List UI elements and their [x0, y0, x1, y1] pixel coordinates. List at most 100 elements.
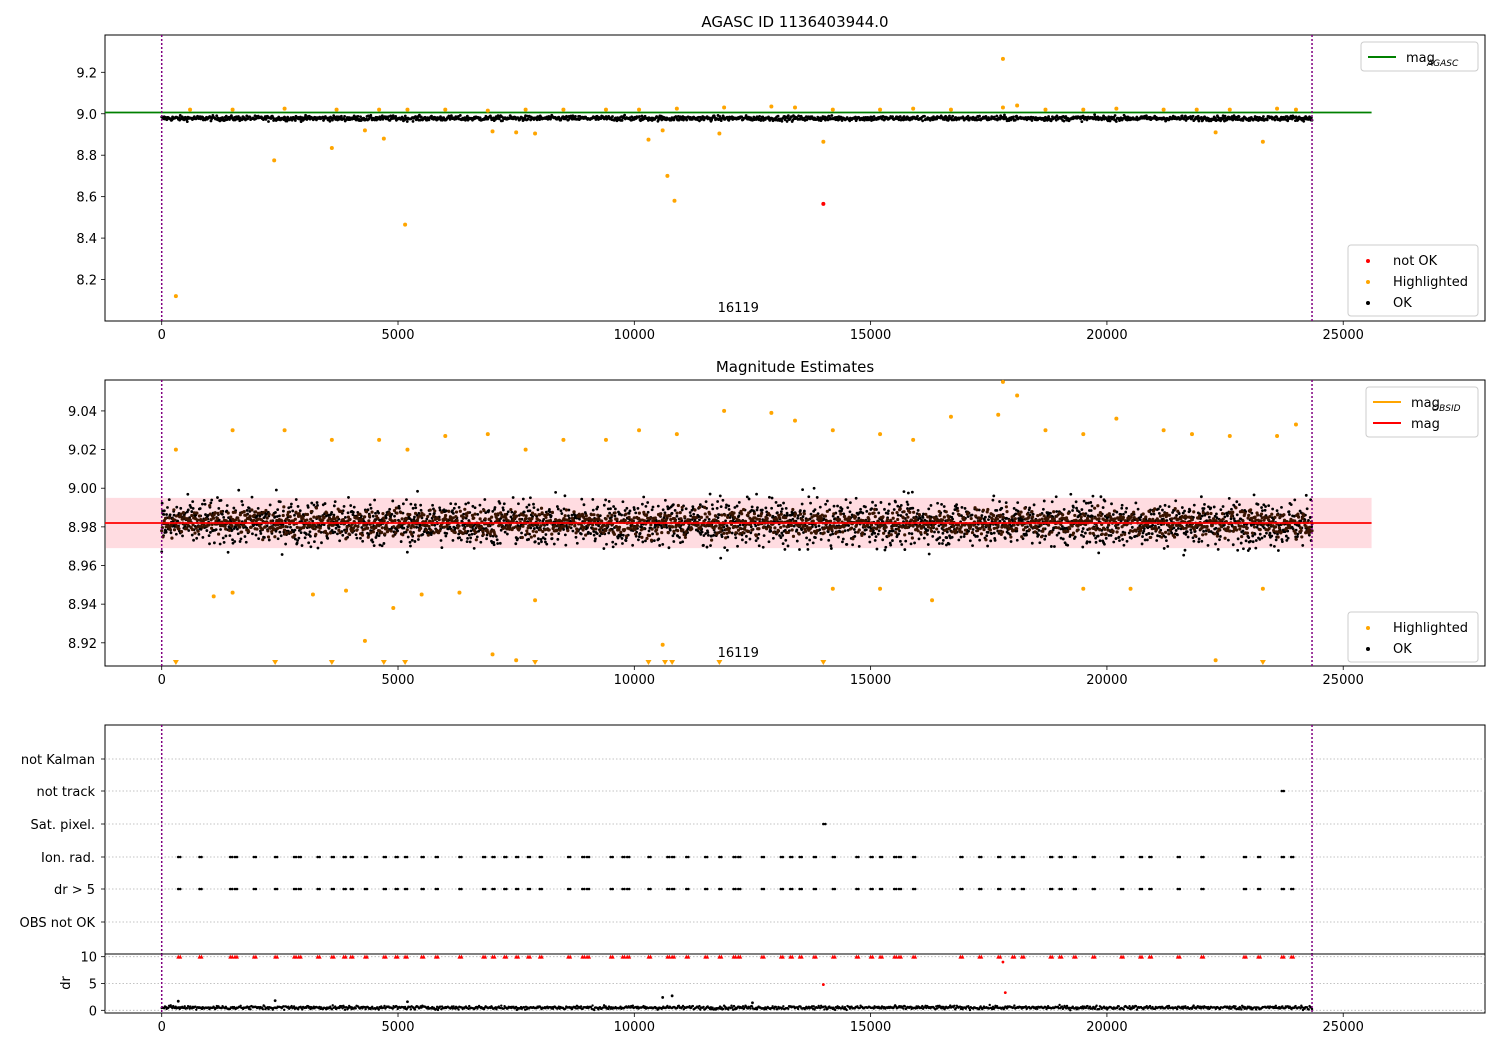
- ok-point: [164, 530, 168, 534]
- ok-point: [817, 524, 821, 528]
- ok-point: [848, 510, 852, 514]
- mag-obsid-point: [392, 525, 396, 529]
- ok-point: [192, 538, 195, 542]
- ok-point: [1044, 534, 1047, 538]
- ok-point: [941, 531, 945, 535]
- ok-point: [452, 506, 456, 510]
- ok-point: [651, 505, 655, 509]
- ok-point: [922, 536, 926, 540]
- ok-point: [916, 114, 919, 118]
- mag-obsid-point: [328, 531, 333, 535]
- legend-dot-marker: [1366, 280, 1370, 284]
- mag-obsid-point: [236, 516, 240, 520]
- x-tick-label: 15000: [850, 328, 891, 343]
- ok-point: [955, 503, 959, 507]
- ok-point: [978, 114, 981, 118]
- ok-point: [280, 553, 284, 556]
- mag-obsid-point: [327, 517, 331, 521]
- mag-obsid-point: [163, 516, 168, 520]
- highlighted-point: [443, 107, 448, 112]
- ok-point: [1248, 547, 1252, 551]
- ok-point: [818, 505, 822, 509]
- mag-obsid-point: [237, 519, 241, 523]
- ok-point: [706, 533, 710, 537]
- ok-point: [1003, 537, 1007, 540]
- mag-obsid-point: [259, 518, 264, 522]
- legend-label: Highlighted: [1393, 275, 1468, 290]
- ok-point: [308, 530, 312, 534]
- ok-point: [892, 508, 896, 511]
- ok-point: [611, 115, 614, 118]
- ok-point: [865, 509, 869, 513]
- ok-point: [1197, 540, 1201, 544]
- mag-obsid-point: [367, 514, 372, 518]
- ok-point: [819, 538, 823, 541]
- ok-point: [279, 534, 283, 538]
- mag-obsid-point: [394, 531, 398, 535]
- ok-point: [921, 119, 925, 123]
- mag-obsid-point: [447, 509, 451, 513]
- legend-dot-marker: [1366, 301, 1370, 305]
- ok-point: [430, 114, 433, 118]
- mag-obsid-point: [473, 512, 477, 516]
- ok-point: [613, 514, 617, 518]
- ok-point: [1054, 495, 1058, 499]
- ok-point: [552, 542, 556, 546]
- mag-obsid-point: [462, 527, 466, 531]
- ok-point: [1062, 119, 1066, 123]
- mag-obsid-point: [381, 512, 385, 516]
- ok-point: [334, 526, 338, 530]
- ok-point: [382, 542, 386, 545]
- mag-obsid-point: [362, 515, 367, 519]
- ok-point: [549, 514, 553, 518]
- ok-point: [609, 507, 612, 511]
- y-tick-label: 9.2: [76, 66, 97, 81]
- highlighted-point: [230, 107, 235, 112]
- ok-point: [1167, 505, 1171, 508]
- ok-point: [315, 501, 319, 504]
- ok-point: [1038, 541, 1042, 545]
- mag-obsid-point: [238, 525, 242, 529]
- ok-point: [1189, 528, 1193, 532]
- ok-point: [795, 528, 799, 532]
- ok-point: [937, 542, 941, 545]
- ok-point: [894, 500, 897, 504]
- mag-obsid-point: [309, 509, 313, 514]
- ok-point: [375, 531, 379, 535]
- ok-point: [186, 492, 190, 496]
- axes-frame: [104, 34, 1486, 322]
- ok-point: [210, 498, 214, 502]
- ok-point: [536, 508, 540, 512]
- ok-point: [758, 114, 761, 118]
- mag-obsid-point: [392, 508, 397, 513]
- mag-obsid-point: [167, 516, 171, 520]
- ok-point: [1176, 526, 1180, 530]
- ok-point: [580, 497, 584, 501]
- ok-point: [501, 508, 505, 512]
- ok-point: [237, 488, 241, 492]
- ok-point: [692, 512, 696, 516]
- ok-point: [313, 540, 316, 544]
- mag-obsid-point: [190, 527, 195, 532]
- ok-point: [454, 502, 457, 506]
- ok-point: [1084, 531, 1087, 535]
- panel-title: AGASC ID 1136403944.0: [701, 13, 888, 31]
- mag-obsid-point: [401, 533, 405, 537]
- ok-point: [986, 544, 990, 548]
- ok-point: [293, 513, 296, 517]
- ok-point: [646, 501, 650, 504]
- ok-point: [201, 535, 205, 539]
- highlighted-point: [523, 107, 528, 112]
- ok-point: [868, 540, 872, 544]
- ok-point: [644, 504, 648, 508]
- ok-point: [473, 506, 477, 510]
- ok-point: [251, 532, 254, 536]
- ok-point: [472, 547, 476, 550]
- ok-point: [637, 535, 641, 539]
- legend-dot-marker: [1366, 259, 1370, 263]
- ok-point: [718, 494, 722, 498]
- ok-point: [205, 529, 209, 532]
- mag-obsid-point: [391, 534, 395, 538]
- mag-obsid-point: [285, 531, 289, 535]
- mag-obsid-point: [347, 532, 351, 536]
